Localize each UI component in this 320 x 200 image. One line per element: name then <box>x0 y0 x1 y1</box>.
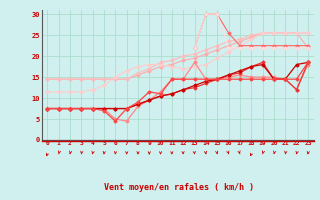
Text: Vent moyen/en rafales ( km/h ): Vent moyen/en rafales ( km/h ) <box>104 183 254 192</box>
